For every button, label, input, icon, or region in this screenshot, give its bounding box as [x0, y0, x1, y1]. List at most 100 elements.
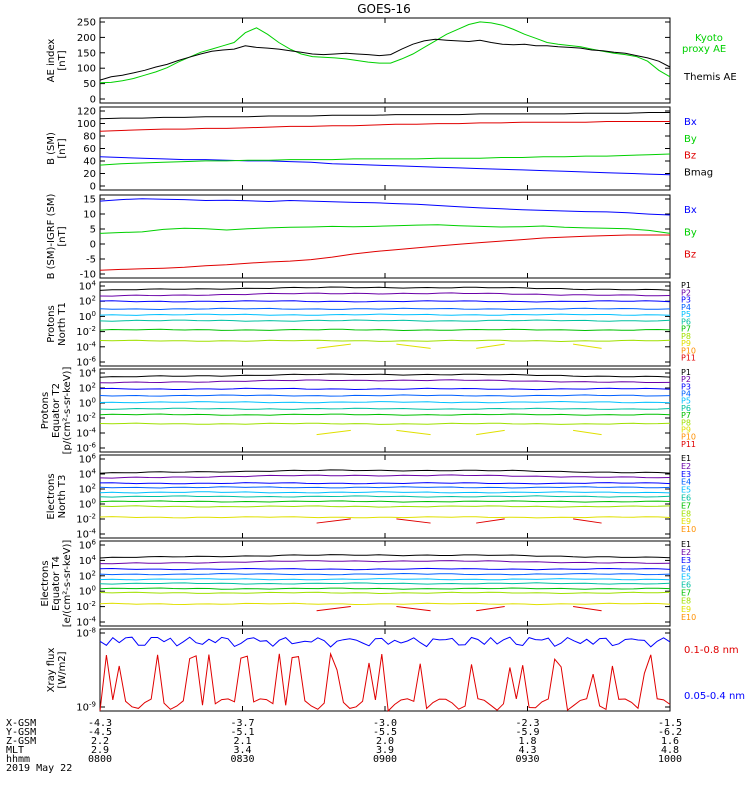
- channel-fragment: [573, 343, 602, 349]
- channel-fragment: [396, 518, 431, 524]
- panel-xray: 10-8 10-9 Xray flux [W/m2] 0.1-0.8 nm 0.05-0.…: [46, 627, 745, 714]
- y-axis-title: B (SM)-IGRF (SM): [46, 194, 57, 280]
- y-axis-title: [W/m2]: [57, 651, 68, 688]
- footer-value: -5.9: [515, 727, 539, 738]
- footer-value: 1.6: [661, 736, 679, 747]
- y-tick-label: -10: [80, 270, 96, 281]
- panel-pn: 104 102 100 10-2 10-4 10-6 Protons North T1 P1P2…: [46, 280, 696, 369]
- channel-legend-e6: E6: [681, 494, 691, 503]
- y-tick-label: 100: [77, 64, 96, 75]
- series-line-bmag: [99, 112, 670, 120]
- y-tick-label: 200: [77, 33, 96, 44]
- channel-line-p5: [99, 400, 671, 404]
- channel-legend-p10: P10: [681, 346, 696, 355]
- y-axis-title: Equator T4: [51, 556, 62, 611]
- channel-line-e3: [99, 567, 671, 571]
- footer-value: -3.7: [230, 718, 254, 729]
- legend-entry: Bmag: [684, 167, 713, 178]
- footer-value: 0900: [373, 754, 397, 765]
- footer-row-label: X-GSM: [6, 718, 36, 729]
- y-axis-title: Electrons: [46, 473, 57, 519]
- y-axis-title: Electrons: [40, 560, 51, 606]
- y-axis-title: [p/(cm²-s-sr-keV)]: [62, 367, 73, 455]
- y-tick-label: 10-2: [76, 412, 96, 425]
- y-tick-label: 10-8: [76, 627, 96, 640]
- channel-fragment: [316, 429, 351, 436]
- y-tick-label: 100: [77, 119, 96, 130]
- footer-row-label: MLT: [6, 745, 24, 756]
- y-tick-label: 10-9: [76, 701, 96, 714]
- channel-fragment: [573, 518, 602, 524]
- y-tick-label: 104: [79, 554, 97, 567]
- y-tick-label: 40: [83, 157, 96, 168]
- footer-value: 1.8: [518, 736, 536, 747]
- legend-entry: 0.1-0.8 nm: [684, 645, 739, 656]
- channel-line-p6: [99, 407, 671, 410]
- channel-line-e7: [99, 500, 671, 503]
- channel-legend-e9: E9: [681, 517, 691, 526]
- series-line-bz: [99, 121, 670, 132]
- footer-value: 0830: [230, 754, 254, 765]
- footer-date: 2019 May 22: [6, 763, 72, 774]
- channel-legend-e8: E8: [681, 597, 691, 606]
- y-axis-title: North T3: [57, 475, 68, 519]
- channel-line-e2: [99, 560, 671, 565]
- channel-line-e9: [99, 602, 671, 606]
- footer-value: 0930: [515, 754, 539, 765]
- y-tick-label: 10-2: [76, 600, 96, 613]
- channel-fragment: [476, 429, 505, 436]
- channel-fragment: [573, 605, 602, 612]
- y-tick-label: 10-4: [76, 616, 96, 629]
- legend-entry: Bz: [684, 250, 696, 261]
- legend-entry: Bz: [684, 151, 696, 162]
- channel-fragment: [396, 343, 431, 349]
- channel-line-p7: [99, 413, 671, 416]
- channel-legend-p2: P2: [681, 288, 691, 297]
- footer-value: 0800: [88, 754, 112, 765]
- y-tick-label: 10-4: [76, 528, 96, 541]
- footer-value: -4.5: [88, 727, 112, 738]
- footer-value: -5.5: [373, 727, 397, 738]
- y-axis-title: [nT]: [57, 226, 68, 246]
- channel-fragment: [476, 518, 505, 524]
- series-line-bz: [99, 234, 670, 271]
- footer-row-label: Y-GSM: [6, 727, 36, 738]
- y-tick-label: 102: [79, 295, 96, 308]
- y-tick-label: 106: [79, 453, 97, 466]
- channel-line-e1: [99, 469, 671, 474]
- channel-legend-p3: P3: [681, 296, 691, 305]
- footer-value: 2.1: [233, 736, 251, 747]
- y-tick-label: 10: [83, 210, 96, 221]
- channel-legend-p8: P8: [681, 332, 691, 341]
- channel-line-e5: [99, 491, 671, 494]
- footer-value: -1.5: [658, 718, 682, 729]
- channel-line-e9: [99, 516, 671, 519]
- y-axis-title: Equator T2: [51, 383, 62, 438]
- y-tick-label: 102: [79, 569, 96, 582]
- channel-fragment: [316, 343, 351, 349]
- footer-value: 2.2: [91, 736, 109, 747]
- panel-pe: 104 102 100 10-2 10-4 10-6 Protons Equator T2 [p…: [40, 367, 696, 455]
- footer-value: -4.3: [88, 718, 112, 729]
- footer-value: -3.0: [373, 718, 397, 729]
- channel-fragment: [316, 605, 351, 612]
- channel-legend-e4: E4: [681, 564, 691, 573]
- series-line-kyoto-proxy-ae: [99, 21, 671, 84]
- footer-value: 1000: [658, 754, 682, 765]
- channel-line-e5: [99, 578, 671, 581]
- series-line-themis-ae: [99, 38, 671, 81]
- channel-legend-e5: E5: [681, 572, 691, 581]
- series-line-xray-long: [99, 651, 671, 712]
- y-axis-title: B (SM): [46, 132, 57, 165]
- panel-ee: 106 104 102 100 10-2 10-4 Electrons Equator T4[…: [40, 539, 696, 629]
- legend-entry: Themis AE: [683, 72, 737, 83]
- y-axis-title: AE index: [46, 39, 57, 83]
- channel-line-p5: [99, 313, 671, 316]
- channel-legend-e7: E7: [681, 589, 691, 598]
- y-tick-label: 0: [90, 240, 96, 251]
- legend-entry: Kyoto proxy AE: [682, 33, 726, 55]
- series-line-bx: [99, 156, 671, 176]
- legend-entry: By: [684, 227, 697, 238]
